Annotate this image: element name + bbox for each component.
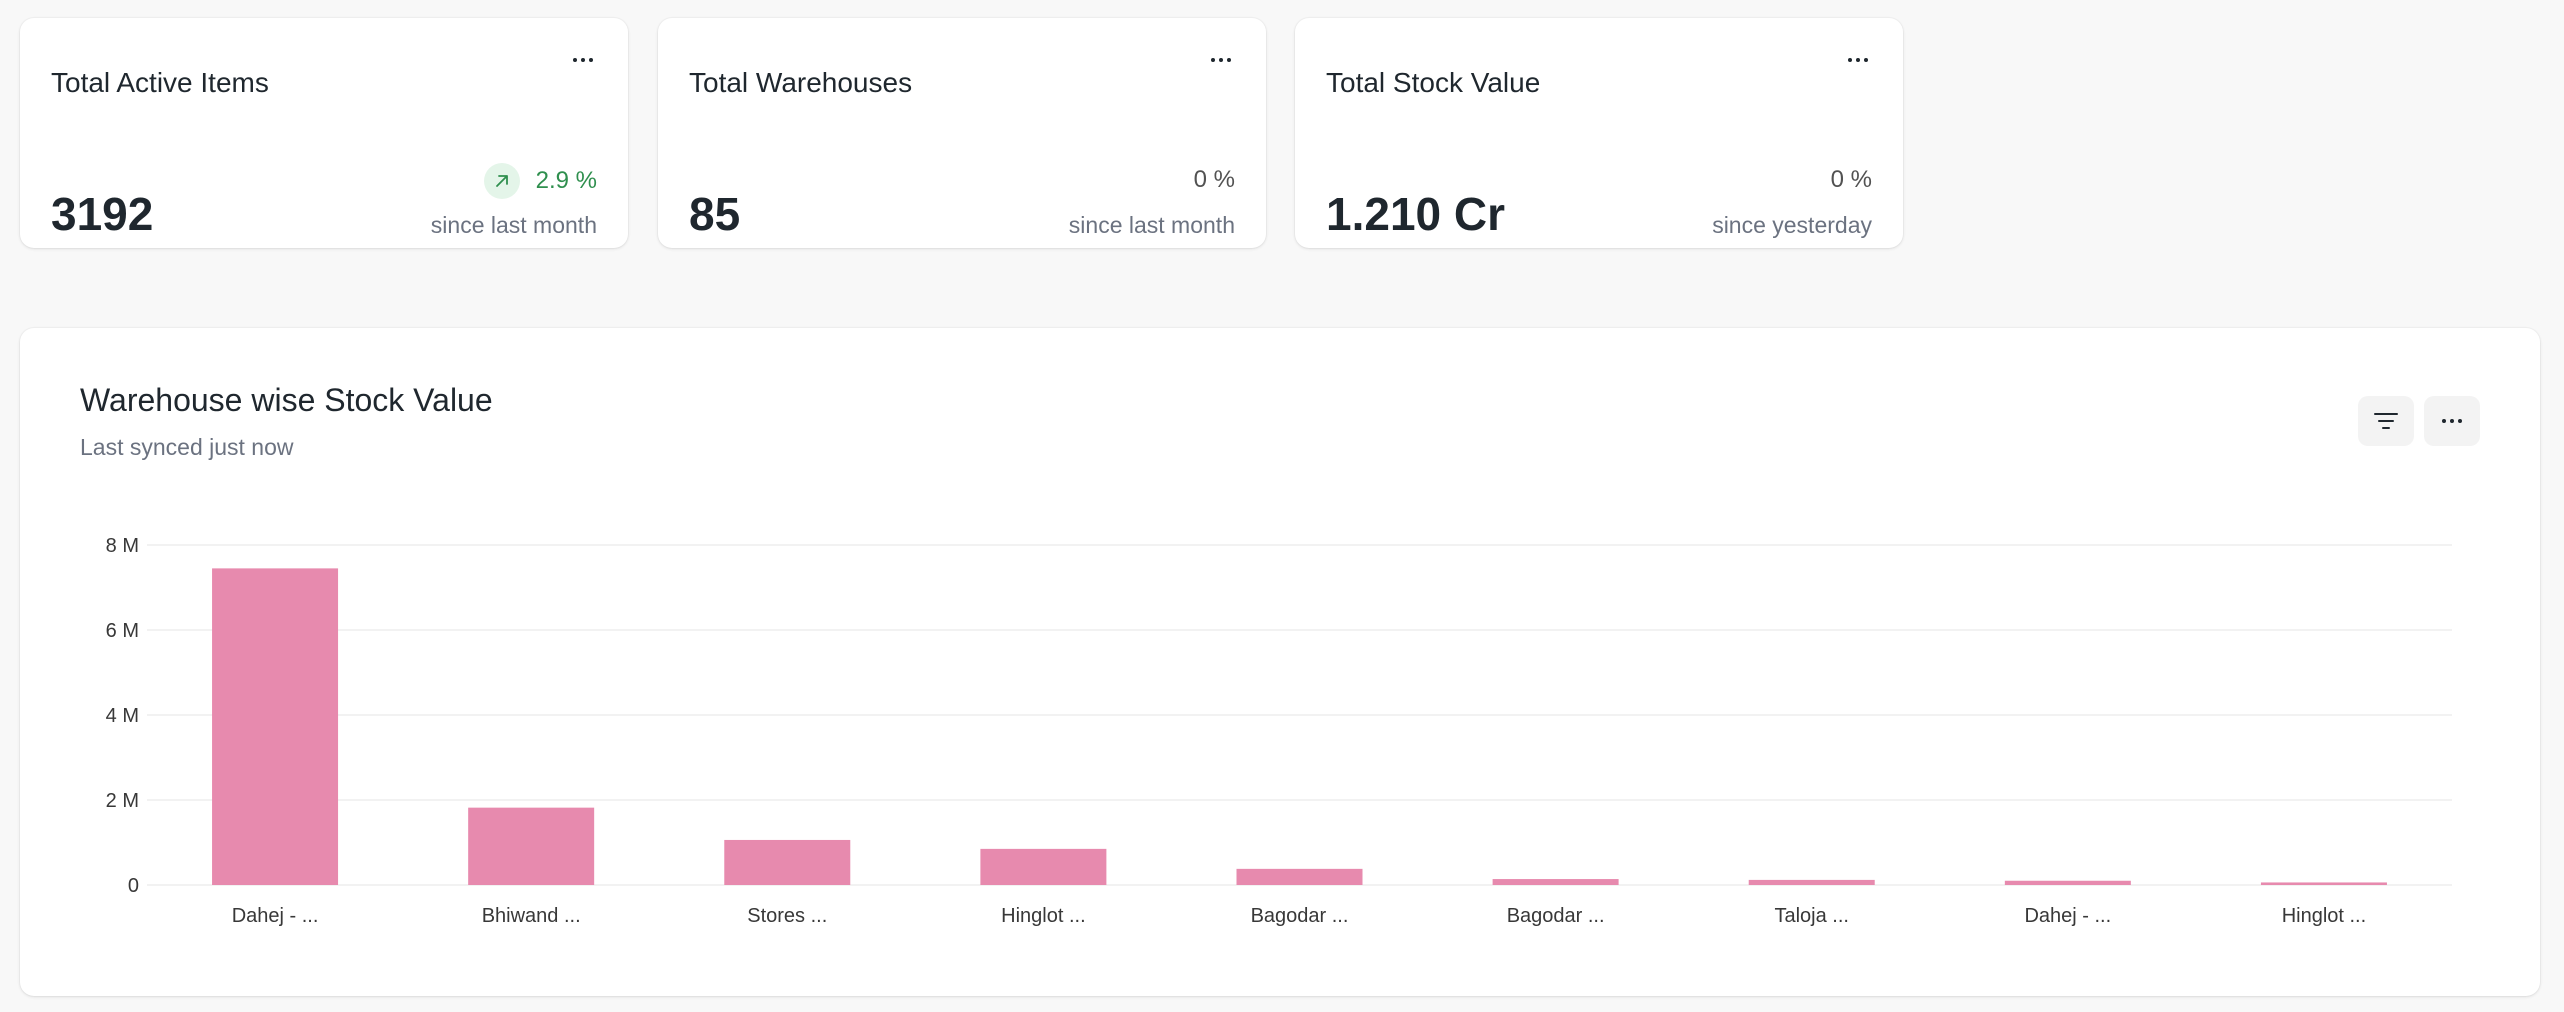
chart-menu-button[interactable] xyxy=(2424,396,2480,446)
x-tick-label: Bagodar ... xyxy=(1507,905,1605,927)
bar[interactable] xyxy=(1236,868,1363,885)
warehouse-stock-chart-card: Warehouse wise Stock Value Last synced j… xyxy=(20,328,2540,996)
more-horizontal-icon xyxy=(1848,58,1868,62)
chart-title: Warehouse wise Stock Value xyxy=(80,382,493,418)
bar[interactable] xyxy=(212,568,339,885)
card-menu-button[interactable] xyxy=(1843,48,1873,72)
card-since-label: since last month xyxy=(430,212,597,238)
card-title: Total Active Items xyxy=(51,67,269,98)
card-value: 85 xyxy=(689,188,741,240)
x-tick-label: Stores ... xyxy=(747,905,827,927)
more-horizontal-icon xyxy=(2442,419,2462,423)
x-tick-label: Hinglot ... xyxy=(1001,905,1085,927)
bar[interactable] xyxy=(2260,882,2387,885)
total-warehouses-card: Total Warehouses 85 0 % since last month xyxy=(658,18,1266,248)
card-value: 3192 xyxy=(51,188,154,240)
card-delta: 0 % xyxy=(1831,163,1872,197)
total-active-items-card: Total Active Items 3192 2.9 % since last… xyxy=(20,18,628,248)
y-tick-label: 6 M xyxy=(106,620,139,642)
x-tick-label: Bagodar ... xyxy=(1251,905,1349,927)
card-since-label: since yesterday xyxy=(1712,212,1872,238)
bar[interactable] xyxy=(1492,879,1619,885)
card-menu-button[interactable] xyxy=(568,48,598,72)
card-delta: 0 % xyxy=(1194,163,1235,197)
trend-up-icon xyxy=(483,163,520,199)
bar-chart: 0 2 M 4 M 6 M 8 M Dahej - ... Bhiwand ... Stor… xyxy=(106,535,2452,927)
bar[interactable] xyxy=(468,807,595,885)
filter-icon xyxy=(2374,413,2398,429)
card-delta: 2.9 % xyxy=(483,163,597,199)
delta-value: 0 % xyxy=(1830,166,1872,193)
card-menu-button[interactable] xyxy=(1206,48,1236,72)
more-horizontal-icon xyxy=(573,58,593,62)
y-tick-label: 4 M xyxy=(106,705,139,727)
card-since-label: since last month xyxy=(1068,212,1235,238)
x-tick-label: Hinglot ... xyxy=(2282,905,2366,927)
x-tick-label: Bhiwand ... xyxy=(482,905,581,927)
y-tick-label: 8 M xyxy=(106,535,139,557)
x-axis-labels: Dahej - ... Bhiwand ... Stores ... Hinglot … xyxy=(232,905,2366,927)
card-title: Total Stock Value xyxy=(1326,67,1541,98)
y-axis-ticks: 0 2 M 4 M 6 M 8 M xyxy=(106,535,139,897)
card-title: Total Warehouses xyxy=(689,67,913,98)
bar[interactable] xyxy=(980,848,1107,885)
delta-value: 2.9 % xyxy=(535,167,597,194)
delta-value: 0 % xyxy=(1193,166,1235,193)
bar[interactable] xyxy=(724,839,851,885)
total-stock-value-card: Total Stock Value 1.210 Cr 0 % since yes… xyxy=(1295,18,1903,248)
x-tick-label: Dahej - ... xyxy=(232,905,319,927)
y-tick-label: 0 xyxy=(128,875,139,897)
x-tick-label: Taloja ... xyxy=(1774,905,1848,927)
y-tick-label: 2 M xyxy=(106,790,139,812)
bars xyxy=(212,568,2387,885)
filter-button[interactable] xyxy=(2358,396,2414,446)
bar[interactable] xyxy=(1748,879,1875,885)
bar[interactable] xyxy=(2004,880,2131,885)
x-tick-label: Dahej - ... xyxy=(2024,905,2111,927)
chart-subtitle: Last synced just now xyxy=(80,434,294,460)
more-horizontal-icon xyxy=(1211,58,1231,62)
card-value: 1.210 Cr xyxy=(1326,188,1506,240)
